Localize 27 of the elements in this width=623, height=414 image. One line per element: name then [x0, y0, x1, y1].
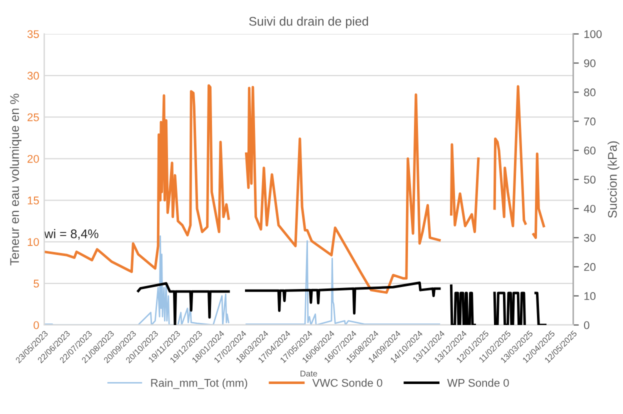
legend-label: WP Sonde 0	[447, 378, 509, 387]
y2-tick-label: 50	[584, 176, 596, 184]
legend-label: Rain_mm_Tot (mm)	[151, 378, 248, 389]
y-tick-label: 15	[28, 196, 39, 204]
y2-tick-label: 70	[584, 118, 596, 126]
y-tick-label: 35	[27, 30, 39, 38]
y2-tick-label: 60	[584, 146, 596, 154]
y-tick-label: 30	[27, 72, 39, 80]
annotation: wi = 8,4%	[44, 229, 98, 240]
legend-label: VWC Sonde 0	[312, 378, 382, 387]
x-axis-title: Date	[300, 370, 318, 377]
y2-tick-label: 100	[584, 30, 602, 38]
y-tick-label: 5	[34, 280, 39, 288]
y-tick-label: 25	[28, 113, 39, 122]
y2-tick-label: 80	[584, 88, 596, 96]
chart-title: Suivi du drain de pied	[249, 16, 368, 28]
y-axis-title: Teneur en eau volumique en %	[10, 94, 22, 266]
y2-tick-label: 90	[584, 59, 596, 68]
y-tick-label: 10	[28, 238, 39, 246]
y2-tick-label: 30	[584, 234, 596, 242]
y2-axis-title: Succion (kPa)	[608, 141, 620, 218]
y2-tick-label: 40	[584, 204, 596, 213]
y-tick-label: 20	[28, 154, 39, 163]
y2-tick-label: 0	[584, 321, 590, 330]
y2-tick-label: 10	[584, 292, 596, 300]
y-tick-label: 0	[34, 321, 39, 330]
y2-tick-label: 20	[584, 263, 596, 271]
